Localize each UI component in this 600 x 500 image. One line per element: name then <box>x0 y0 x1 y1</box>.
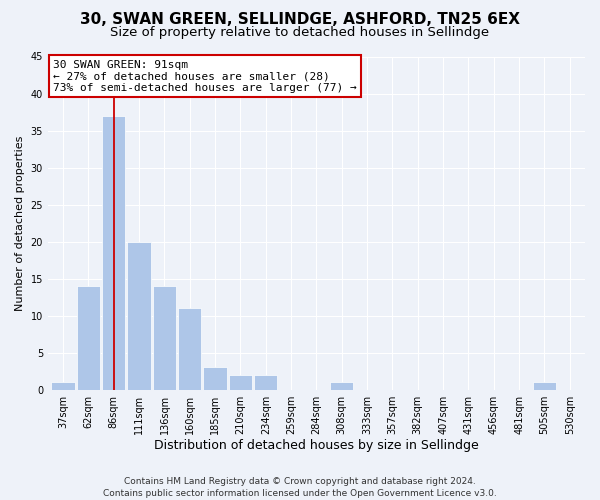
Bar <box>254 375 277 390</box>
Text: Size of property relative to detached houses in Sellindge: Size of property relative to detached ho… <box>110 26 490 39</box>
Bar <box>127 242 151 390</box>
Bar <box>102 116 125 390</box>
Bar <box>203 368 227 390</box>
Text: Contains HM Land Registry data © Crown copyright and database right 2024.
Contai: Contains HM Land Registry data © Crown c… <box>103 476 497 498</box>
Bar <box>52 382 75 390</box>
Bar <box>533 382 556 390</box>
X-axis label: Distribution of detached houses by size in Sellindge: Distribution of detached houses by size … <box>154 440 479 452</box>
Bar <box>77 286 100 390</box>
Bar <box>178 308 202 390</box>
Text: 30, SWAN GREEN, SELLINDGE, ASHFORD, TN25 6EX: 30, SWAN GREEN, SELLINDGE, ASHFORD, TN25… <box>80 12 520 28</box>
Text: 30 SWAN GREEN: 91sqm
← 27% of detached houses are smaller (28)
73% of semi-detac: 30 SWAN GREEN: 91sqm ← 27% of detached h… <box>53 60 357 93</box>
Bar <box>153 286 176 390</box>
Bar <box>229 375 252 390</box>
Bar <box>330 382 353 390</box>
Y-axis label: Number of detached properties: Number of detached properties <box>15 136 25 311</box>
